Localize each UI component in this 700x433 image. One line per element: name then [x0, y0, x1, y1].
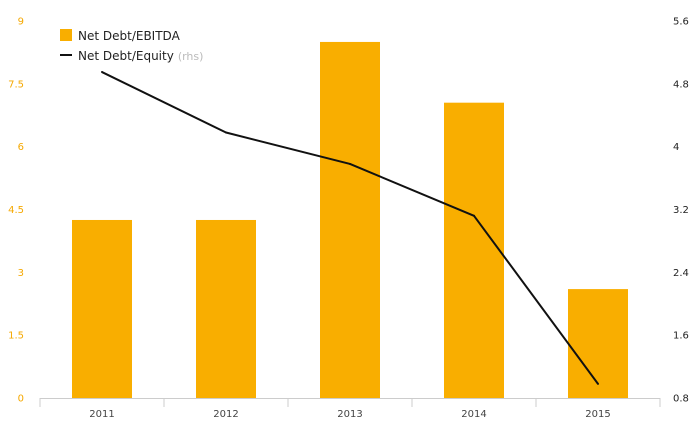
y-left-tick-label: 0: [18, 394, 24, 405]
legend-line-label: Net Debt/Equity (rhs): [78, 49, 203, 63]
legend-bar-label: Net Debt/EBITDA: [78, 29, 181, 43]
y-left-tick-label: 3: [18, 268, 24, 279]
bars-layer: [72, 41, 628, 398]
y-right-tick-label: 4: [673, 142, 679, 153]
legend-bar-swatch: [60, 29, 72, 41]
y-right-tick-label: 2.4: [673, 268, 689, 279]
x-axis: [39, 398, 661, 407]
y-left-tick-label: 7.5: [8, 79, 24, 90]
y-right-tick-label: 0.8: [673, 394, 689, 405]
x-tick-label: 2012: [213, 409, 238, 420]
y-right-tick-label: 4.8: [673, 79, 689, 90]
line-point-2015: [597, 382, 599, 385]
legend-line-label-text: Net Debt/Equity: [78, 49, 174, 63]
bar-2013: [320, 41, 380, 398]
y-left-tick-label: 6: [18, 142, 24, 153]
line-point-2012: [225, 131, 227, 134]
y-left-tick-label: 4.5: [8, 205, 24, 216]
line-point-2011: [101, 71, 103, 74]
legend-line-suffix: (rhs): [178, 50, 204, 63]
ticks-layer: 0 1.5 3 4.5 6 7.5 9 0.8 1.6 2.4 3.2 4 4.8 5.6 2011 2012…: [8, 17, 689, 421]
x-tick-label: 2013: [337, 409, 362, 420]
bar-2012: [196, 219, 256, 398]
bar-2015: [568, 289, 628, 398]
y-right-tick-label: 3.2: [673, 205, 689, 216]
y-left-tick-label: 1.5: [8, 331, 24, 342]
bar-2011: [72, 219, 132, 398]
line-point-2014: [473, 214, 475, 217]
bar-2014: [444, 102, 504, 398]
y-right-tick-label: 1.6: [673, 331, 689, 342]
x-tick-label: 2015: [585, 409, 610, 420]
y-right-tick-label: 5.6: [673, 17, 689, 28]
line-point-2013: [349, 162, 351, 165]
line-layer: [101, 71, 599, 385]
y-left-tick-label: 9: [18, 17, 24, 28]
x-tick-label: 2011: [89, 409, 114, 420]
legend: Net Debt/EBITDA Net Debt/Equity (rhs): [60, 29, 203, 63]
x-tick-label: 2014: [461, 409, 486, 420]
